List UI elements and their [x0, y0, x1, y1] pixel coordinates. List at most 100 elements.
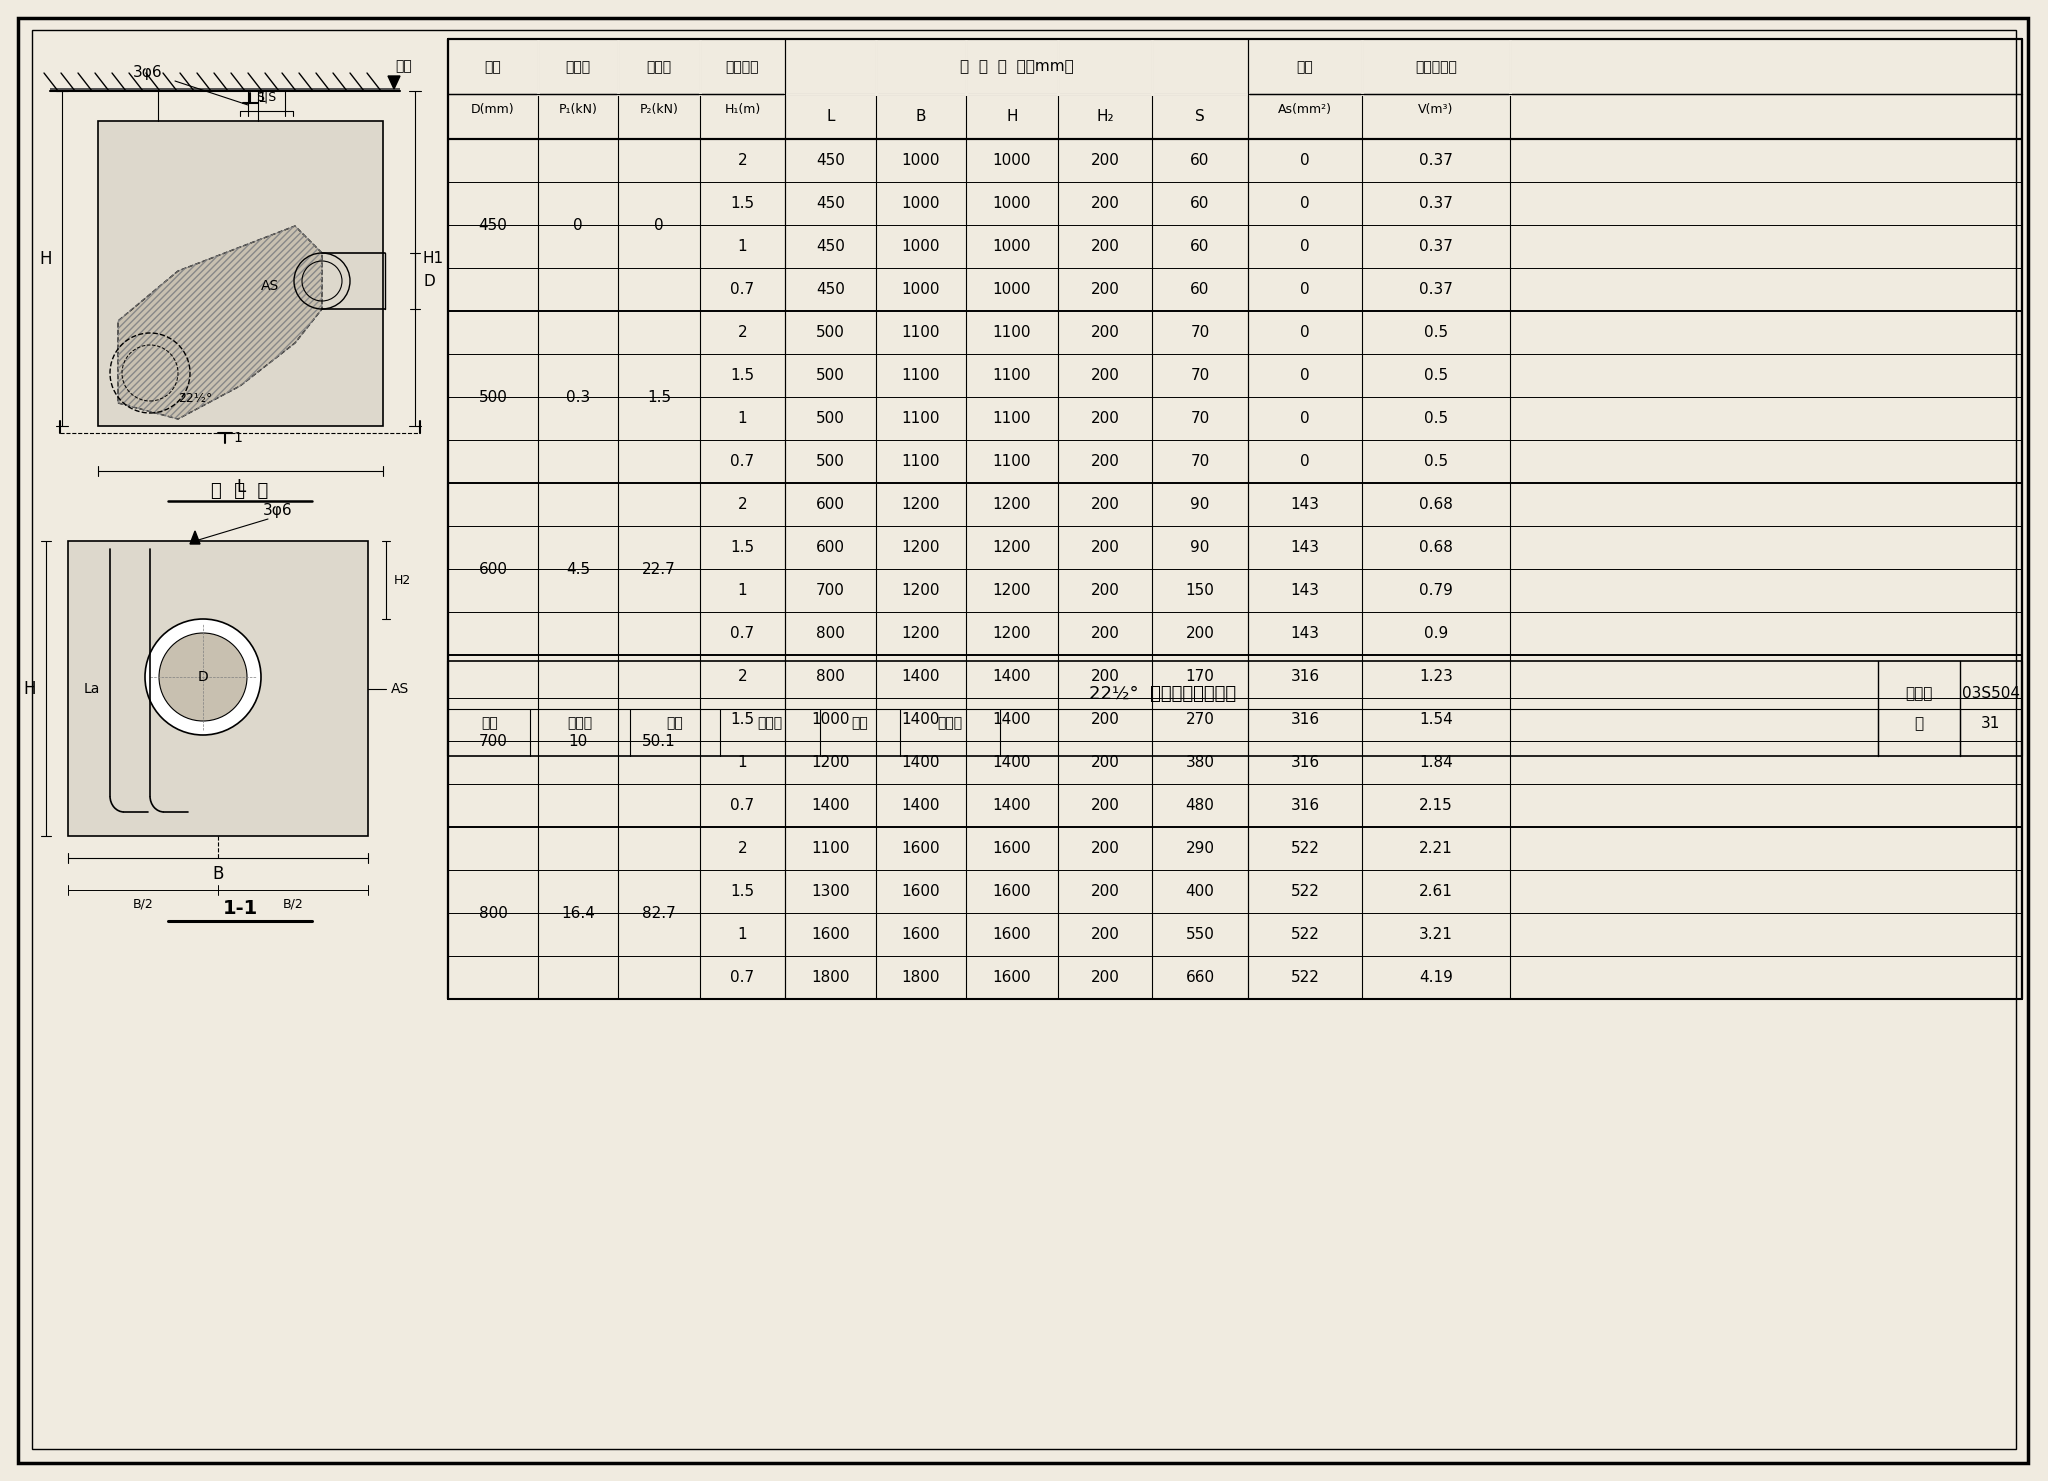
Text: 03S504: 03S504 [1962, 686, 2019, 701]
Text: 4.19: 4.19 [1419, 970, 1452, 985]
Text: 管径: 管径 [485, 61, 502, 74]
Circle shape [145, 619, 260, 735]
Text: 200: 200 [1092, 195, 1120, 210]
Text: 1000: 1000 [993, 281, 1032, 298]
Text: 校对: 校对 [668, 717, 684, 730]
Text: 270: 270 [1186, 712, 1214, 727]
Text: 0.5: 0.5 [1423, 367, 1448, 384]
Text: 1200: 1200 [811, 755, 850, 770]
Text: 1.5: 1.5 [647, 390, 672, 404]
Text: 200: 200 [1186, 626, 1214, 641]
Text: 1: 1 [258, 90, 266, 105]
Text: 660: 660 [1186, 970, 1214, 985]
Text: H₁(m): H₁(m) [725, 102, 760, 116]
Text: 1600: 1600 [993, 884, 1032, 899]
Text: 450: 450 [815, 153, 846, 167]
Text: 1.5: 1.5 [731, 195, 754, 210]
Text: 2: 2 [737, 153, 748, 167]
Text: 1200: 1200 [993, 498, 1032, 512]
Text: 70: 70 [1190, 367, 1210, 384]
Text: D: D [197, 669, 209, 684]
Text: S: S [1196, 110, 1204, 124]
Text: 143: 143 [1290, 541, 1319, 555]
Text: 200: 200 [1092, 584, 1120, 598]
Text: 380: 380 [1186, 755, 1214, 770]
Text: 1000: 1000 [901, 281, 940, 298]
Text: 0.37: 0.37 [1419, 153, 1452, 167]
Text: 200: 200 [1092, 755, 1120, 770]
Text: 1.54: 1.54 [1419, 712, 1452, 727]
Text: 1100: 1100 [811, 841, 850, 856]
Text: 1000: 1000 [993, 153, 1032, 167]
Text: 22½°: 22½° [178, 392, 213, 406]
Text: 200: 200 [1092, 324, 1120, 341]
Text: 0: 0 [1300, 238, 1311, 255]
Text: 1100: 1100 [993, 367, 1032, 384]
Polygon shape [119, 227, 322, 419]
Text: 82.7: 82.7 [643, 905, 676, 921]
Text: 1300: 1300 [811, 884, 850, 899]
Text: 0.7: 0.7 [731, 798, 754, 813]
Text: 2: 2 [737, 669, 748, 684]
Text: H2: H2 [393, 573, 412, 586]
Text: 1400: 1400 [993, 669, 1032, 684]
Text: 0.5: 0.5 [1423, 324, 1448, 341]
Text: 500: 500 [815, 455, 846, 469]
Text: 1000: 1000 [901, 153, 940, 167]
Text: 200: 200 [1092, 970, 1120, 985]
Text: 316: 316 [1290, 669, 1319, 684]
Text: 1600: 1600 [993, 841, 1032, 856]
Text: 审核: 审核 [481, 717, 498, 730]
Text: 3.21: 3.21 [1419, 927, 1452, 942]
Text: 1: 1 [737, 927, 748, 942]
Text: 1200: 1200 [901, 541, 940, 555]
Text: 水平力: 水平力 [565, 61, 590, 74]
Text: 0.9: 0.9 [1423, 626, 1448, 641]
Text: 4.5: 4.5 [565, 561, 590, 576]
Text: 70: 70 [1190, 324, 1210, 341]
Text: 0.37: 0.37 [1419, 195, 1452, 210]
Text: 设计: 设计 [852, 717, 868, 730]
Text: 10: 10 [569, 733, 588, 748]
Text: 200: 200 [1092, 927, 1120, 942]
Text: 2: 2 [737, 498, 748, 512]
Text: 1100: 1100 [901, 367, 940, 384]
Text: 143: 143 [1290, 584, 1319, 598]
Text: 600: 600 [479, 561, 508, 576]
Text: 500: 500 [815, 412, 846, 427]
Text: 1400: 1400 [901, 669, 940, 684]
Text: 配筋: 配筋 [1296, 61, 1313, 74]
Text: 0.7: 0.7 [731, 455, 754, 469]
Text: 1200: 1200 [993, 626, 1032, 641]
Text: H1: H1 [422, 250, 444, 267]
Text: 0.68: 0.68 [1419, 498, 1452, 512]
Text: 550: 550 [1186, 927, 1214, 942]
Text: 200: 200 [1092, 541, 1120, 555]
Text: 16.4: 16.4 [561, 905, 594, 921]
Text: 31: 31 [1980, 715, 2001, 732]
Text: 1800: 1800 [901, 970, 940, 985]
Text: 200: 200 [1092, 884, 1120, 899]
Text: 支  墩  尺  寸（mm）: 支 墩 尺 寸（mm） [961, 59, 1073, 74]
Text: 200: 200 [1092, 153, 1120, 167]
Text: 1000: 1000 [901, 238, 940, 255]
Text: 450: 450 [479, 218, 508, 233]
Text: 1000: 1000 [993, 195, 1032, 210]
Text: L: L [825, 110, 836, 124]
Text: 0.7: 0.7 [731, 626, 754, 641]
Text: 800: 800 [479, 905, 508, 921]
Text: B: B [213, 865, 223, 883]
Text: 200: 200 [1092, 281, 1120, 298]
Text: 1100: 1100 [901, 412, 940, 427]
Text: 0.68: 0.68 [1419, 541, 1452, 555]
Text: 450: 450 [815, 238, 846, 255]
Text: 0.3: 0.3 [565, 390, 590, 404]
Text: La: La [84, 681, 100, 696]
Bar [98, 121, 383, 427]
Text: V(m³): V(m³) [1419, 102, 1454, 116]
Text: 170: 170 [1186, 669, 1214, 684]
Text: 1: 1 [233, 431, 242, 444]
Text: 竖向力: 竖向力 [647, 61, 672, 74]
Text: 刘永鹏: 刘永鹏 [758, 717, 782, 730]
Text: 2.61: 2.61 [1419, 884, 1452, 899]
